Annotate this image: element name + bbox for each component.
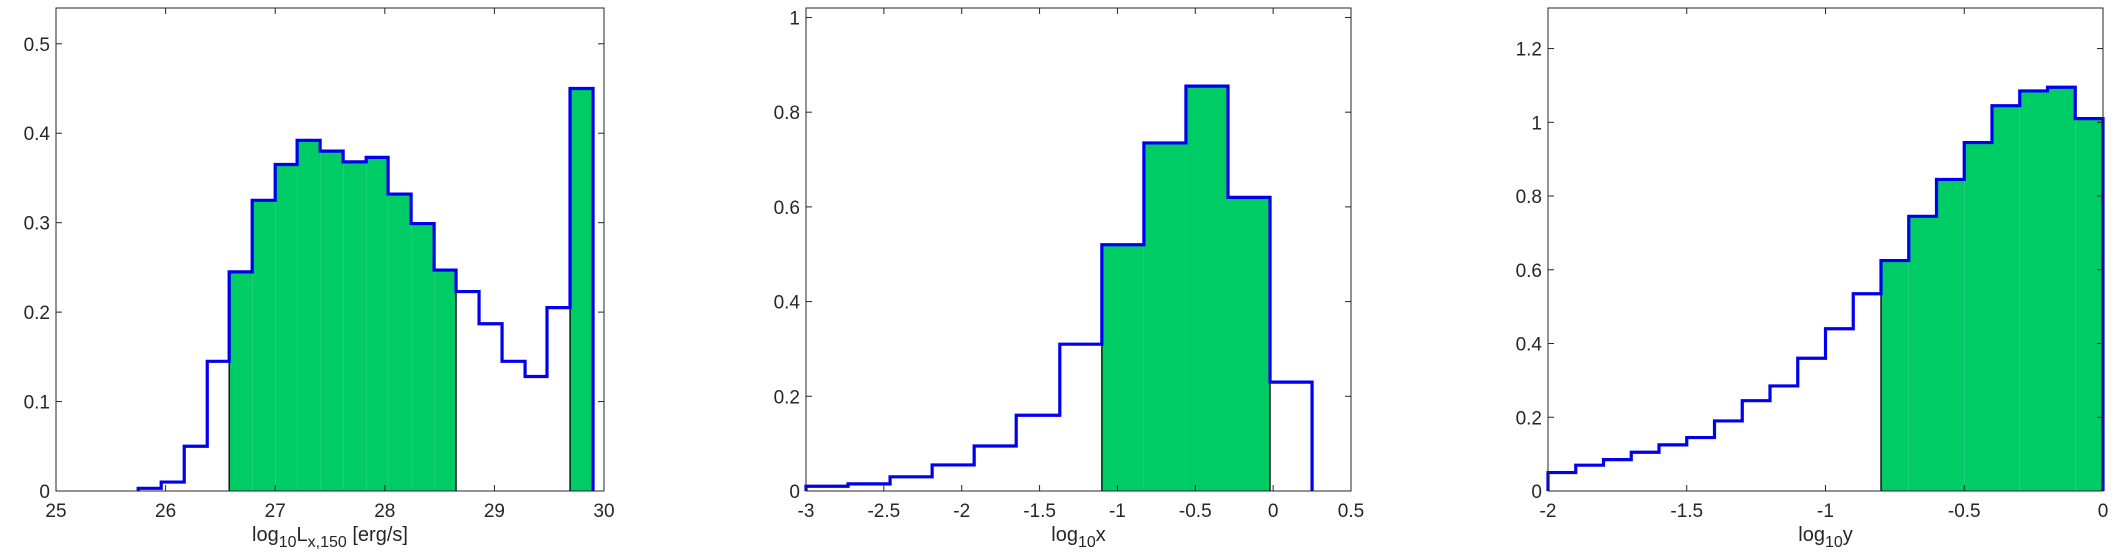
histogram-panel-log-x: -3 -2.5 -2 -1.5 -1 -0.5 0 0.5 0 0.2 0.4 0.6 0.8 1 log1… <box>774 7 1364 551</box>
shaded-bar <box>252 200 276 492</box>
shaded-bar <box>1964 142 1992 491</box>
x-tick-label: 28 <box>374 501 395 522</box>
y-tick-label: 0.3 <box>24 214 50 235</box>
shaded-bar <box>388 194 412 492</box>
shaded-bar <box>1881 260 1909 491</box>
y-tick-label: 0.6 <box>774 198 800 219</box>
x-axis-label: log10Lx,150 [erg/s] <box>252 524 408 551</box>
axes-box <box>55 7 605 492</box>
histogram-panel-log-y: -2 -1.5 -1 -0.5 0 0 0.2 0.4 0.6 0.8 1 1.2 log10y <box>1516 7 2109 551</box>
y-tick-label: 1.2 <box>1516 40 1542 61</box>
y-tick-label: 0 <box>39 482 50 503</box>
shaded-bar <box>2075 118 2103 491</box>
shaded-bar <box>1101 244 1144 491</box>
histogram-series-line <box>136 86 595 491</box>
x-tick-label: 27 <box>265 501 286 522</box>
y-tick-label: 0.6 <box>1516 261 1542 282</box>
y-tick-label: 0.4 <box>24 124 51 145</box>
y-tick-label: 0.4 <box>1516 335 1543 356</box>
shaded-bar <box>434 270 457 491</box>
x-tick-label: -1.5 <box>1023 501 1056 522</box>
axes-box <box>805 7 1352 492</box>
y-tick-label: 0 <box>1531 482 1542 503</box>
x-tick-label: 26 <box>155 501 176 522</box>
x-axis-label: log10x <box>1051 524 1106 551</box>
shaded-bar <box>366 157 389 491</box>
shaded-bar <box>2019 90 2048 492</box>
x-axis-label: log10y <box>1798 524 1853 551</box>
shaded-bar <box>320 151 344 491</box>
y-tick-label: 0.2 <box>24 303 50 324</box>
shaded-bar <box>2047 87 2076 491</box>
x-tick-label: -1 <box>1109 501 1126 522</box>
x-tick-label: 29 <box>484 501 505 522</box>
x-tick-label: -1 <box>1817 501 1834 522</box>
y-tick-label: 0.2 <box>774 387 800 408</box>
shaded-bar <box>570 88 594 491</box>
y-tick-label: 0.8 <box>774 103 800 124</box>
x-tick-label: -3 <box>798 501 815 522</box>
shaded-bar <box>1143 142 1186 492</box>
x-tick-label: 30 <box>593 501 614 522</box>
shaded-bar <box>1908 216 1937 492</box>
shaded-bar <box>411 223 435 492</box>
x-tick-label: 0 <box>2098 501 2109 522</box>
y-tick-label: 0.4 <box>774 293 801 314</box>
shaded-bar <box>343 161 367 491</box>
shaded-bar <box>1227 197 1271 492</box>
x-tick-label: -2.5 <box>867 501 900 522</box>
x-tick-label: 0 <box>1268 501 1279 522</box>
x-tick-label: -2 <box>953 501 970 522</box>
x-tick-label: 0.5 <box>1338 501 1364 522</box>
histogram-panel-luminosity: 25 26 27 28 29 30 0 0.1 0.2 0.3 0.4 0.5 log10Lx,150 … <box>24 7 615 551</box>
y-tick-label: 0.1 <box>24 393 50 414</box>
shaded-bar <box>1992 105 2020 491</box>
y-tick-label: 0.5 <box>24 35 50 56</box>
y-tick-label: 0.8 <box>1516 187 1542 208</box>
shaded-bar <box>1185 86 1228 491</box>
x-tick-label: -0.5 <box>1948 501 1981 522</box>
histogram-series-line <box>1546 85 2105 491</box>
y-tick-label: 1 <box>789 8 800 29</box>
shaded-bar <box>1936 179 1965 491</box>
shaded-bar <box>229 271 253 491</box>
shaded-bar <box>297 140 321 491</box>
y-tick-label: 1 <box>1531 113 1542 134</box>
x-tick-label: 25 <box>45 501 66 522</box>
x-tick-label: -2 <box>1540 501 1557 522</box>
y-tick-label: 0.2 <box>1516 408 1542 429</box>
shaded-bar <box>275 164 298 491</box>
y-tick-label: 0 <box>789 482 800 503</box>
x-tick-label: -0.5 <box>1179 501 1212 522</box>
x-tick-label: -1.5 <box>1670 501 1703 522</box>
histogram-series-line <box>804 84 1314 491</box>
